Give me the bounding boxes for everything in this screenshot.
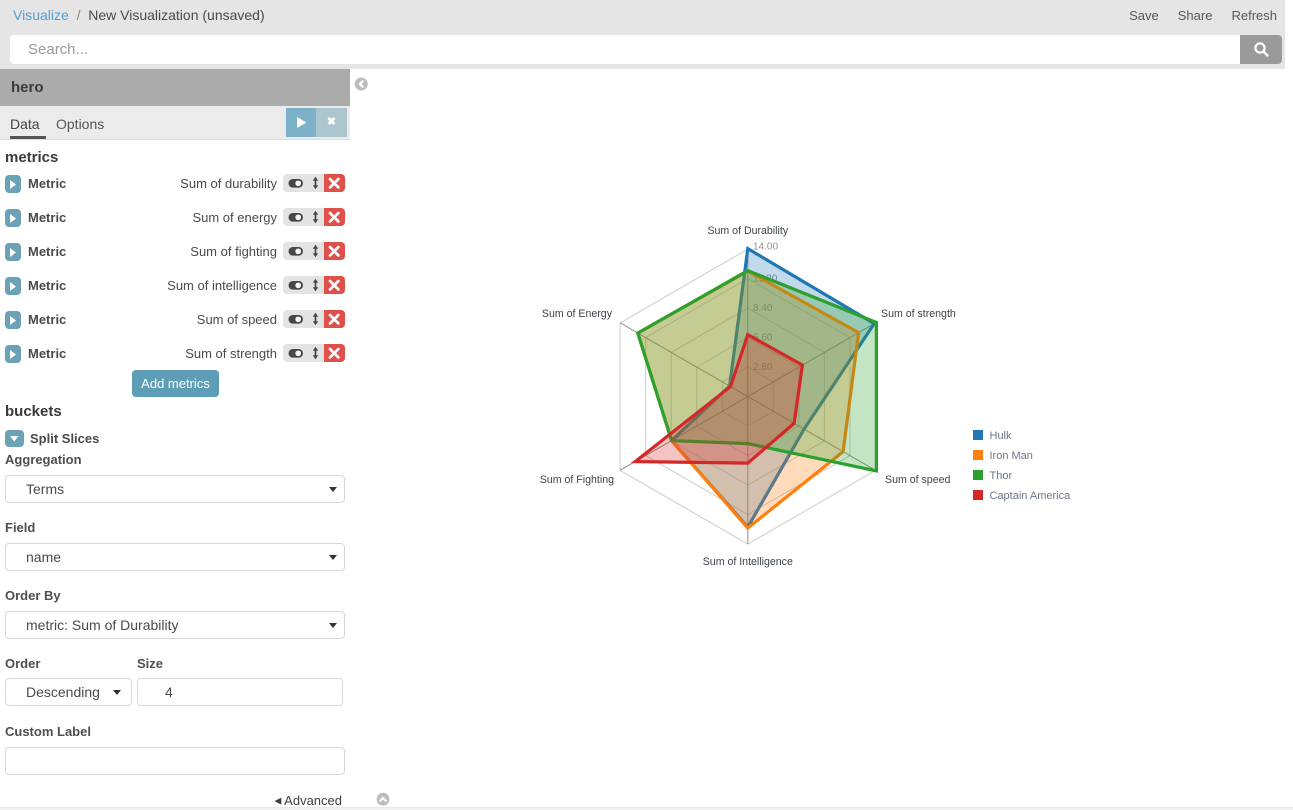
svg-text:Sum of strength: Sum of strength xyxy=(881,308,956,320)
svg-text:Thor: Thor xyxy=(990,470,1013,482)
svg-text:14.00: 14.00 xyxy=(753,241,778,252)
svg-text:8.40: 8.40 xyxy=(753,303,773,314)
svg-text:Sum of Intelligence: Sum of Intelligence xyxy=(703,556,793,568)
svg-text:Iron Man: Iron Man xyxy=(990,450,1033,462)
svg-text:Captain America: Captain America xyxy=(990,490,1072,502)
svg-text:Sum of Fighting: Sum of Fighting xyxy=(540,474,614,486)
svg-text:Sum of speed: Sum of speed xyxy=(885,474,950,486)
svg-text:Sum of Durability: Sum of Durability xyxy=(707,225,788,237)
svg-text:2.80: 2.80 xyxy=(753,362,773,373)
svg-text:5.60: 5.60 xyxy=(753,332,773,343)
svg-text:Sum of Energy: Sum of Energy xyxy=(542,308,613,320)
svg-text:Hulk: Hulk xyxy=(990,430,1013,442)
